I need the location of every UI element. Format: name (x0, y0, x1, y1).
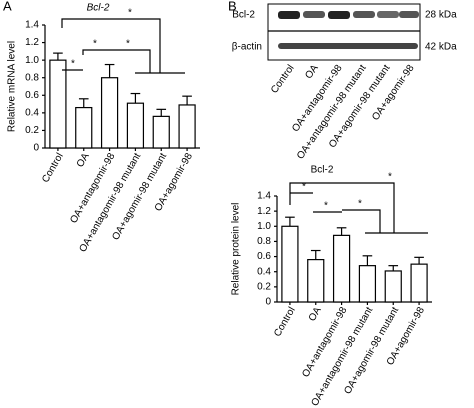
y-tick-label: 0.4 (257, 266, 271, 277)
significance-star: * (128, 8, 132, 19)
y-tick-label: 1.4 (25, 20, 39, 31)
significance-star: * (358, 199, 362, 210)
bar (281, 225, 299, 303)
significance-star: * (71, 59, 75, 70)
significance-bracket (82, 49, 106, 55)
y-axis-label: Relative mRNA level (7, 41, 18, 132)
significance-bracket (61, 18, 161, 73)
bar (384, 270, 402, 303)
y-tick-label: 0.2 (25, 125, 39, 136)
blot-bands (278, 11, 419, 49)
y-tick-label: 0.8 (25, 72, 39, 83)
blot-frame (267, 3, 421, 61)
bar (100, 77, 119, 149)
y-tick-label: 0.8 (257, 236, 271, 247)
blot-row-label: Bcl-2 (232, 10, 255, 21)
chart-title: Bcl-2 (311, 165, 334, 176)
y-axis-label: Relative protein level (231, 203, 242, 296)
y-tick-label: 1.2 (25, 37, 39, 48)
y-tick-label: 0.6 (257, 251, 271, 262)
lane-label: OA (303, 63, 320, 81)
significance-star: * (324, 201, 328, 212)
y-tick-label: 1.0 (257, 221, 271, 232)
significance-bracket (106, 49, 151, 73)
bar (358, 265, 377, 303)
bar (126, 102, 145, 149)
y-tick-label: 1.4 (257, 191, 271, 202)
y-tick-label: 1.2 (257, 206, 271, 217)
bar (410, 263, 428, 303)
blot-size: 42 kDa (425, 42, 457, 53)
bar (152, 115, 170, 149)
x-tick-label: OA (75, 151, 92, 169)
panel-label: B (228, 0, 237, 13)
significance-star: * (126, 39, 130, 50)
blot-row-label: β-actin (232, 42, 262, 53)
y-tick-label: 0 (265, 297, 271, 308)
y-tick-label: 0 (33, 143, 39, 154)
y-tick-label: 1.0 (25, 55, 39, 66)
lane-label: Control (269, 63, 297, 96)
x-tick-label: OA (307, 305, 324, 323)
blot-size: 28 kDa (425, 10, 457, 21)
bar (307, 259, 325, 303)
x-tick-label: Control (40, 151, 66, 184)
bar (49, 59, 67, 149)
significance-star: * (302, 182, 306, 193)
significance-star: * (93, 39, 97, 50)
y-tick-label: 0.6 (25, 90, 39, 101)
chart-title: Bcl-2 (87, 3, 110, 14)
significance-star: * (388, 172, 392, 183)
significance-bracket (289, 182, 395, 233)
y-tick-label: 0.2 (257, 281, 271, 292)
bar (178, 104, 196, 149)
significance-bracket (342, 209, 381, 233)
x-tick-label: Control (272, 305, 298, 338)
y-tick-label: 0.4 (25, 107, 39, 118)
bar (332, 234, 351, 303)
panel-label: A (3, 0, 12, 13)
bar (75, 106, 93, 149)
